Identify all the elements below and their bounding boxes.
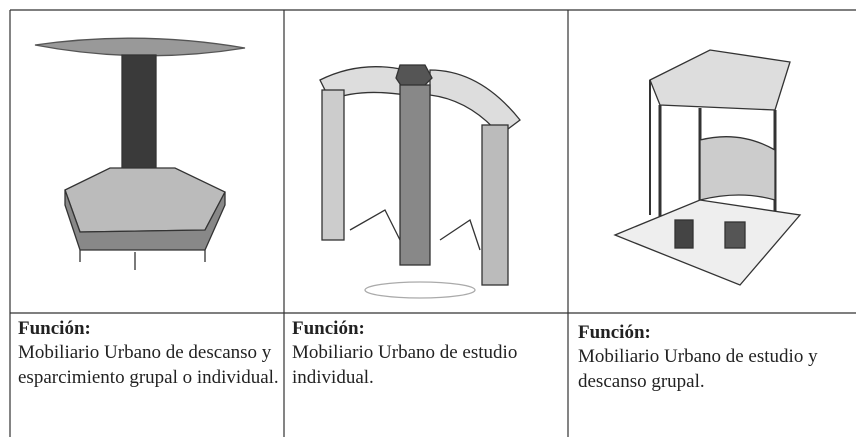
cell: Función: Mobiliario Urbano de descanso y… xyxy=(18,318,280,390)
sketch-study-frames xyxy=(319,64,521,299)
cell: Función: Mobiliario Urbano de estudio y … xyxy=(578,322,848,394)
function-description: Mobiliario Urbano de estudio individual. xyxy=(292,342,518,388)
function-label: Función: xyxy=(18,318,91,339)
function-description: Mobiliario Urbano de descanso y esparcim… xyxy=(18,342,279,388)
function-description: Mobiliario Urbano de estudio y descanso … xyxy=(578,346,818,392)
function-label: Función: xyxy=(292,318,365,339)
sketch-tree-bench xyxy=(34,37,246,270)
cell: Función: Mobiliario Urbano de estudio in… xyxy=(292,318,522,390)
function-label: Función: xyxy=(578,322,651,343)
sketch-pavilion xyxy=(613,49,802,286)
